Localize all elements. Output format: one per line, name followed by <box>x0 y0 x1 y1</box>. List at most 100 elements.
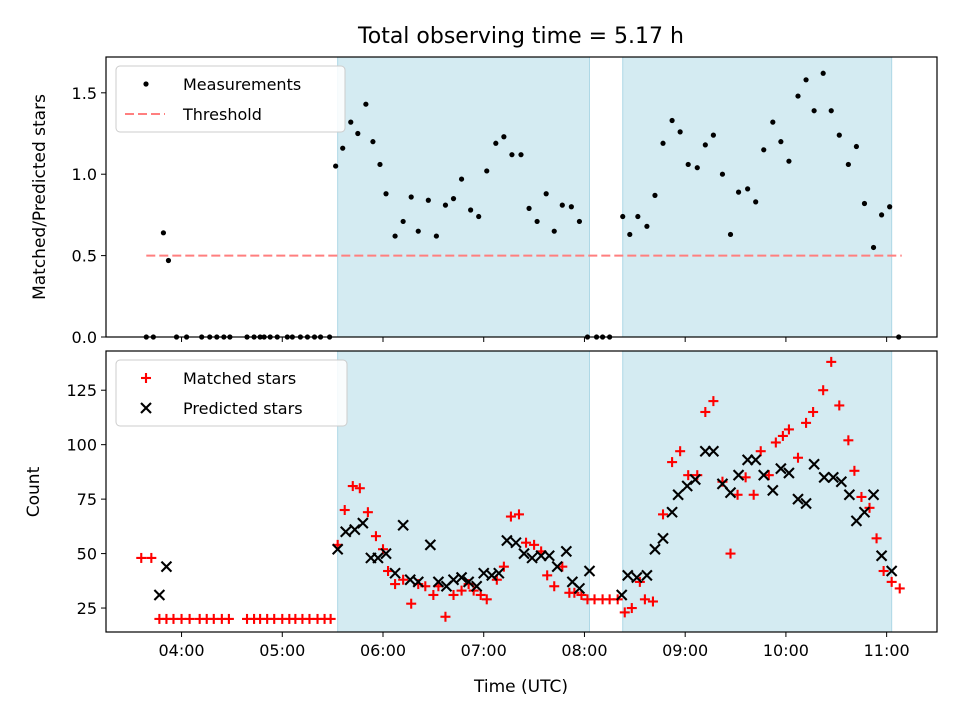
measurement-point <box>845 161 851 168</box>
predicted-star-point <box>835 475 848 488</box>
predicted-star-point <box>470 580 483 592</box>
measurement-point <box>694 165 700 171</box>
predicted-star-point <box>749 454 762 466</box>
matched-star-point <box>557 561 568 572</box>
measurement-point <box>887 204 893 210</box>
ratio-legend: Measurements Threshold <box>115 65 346 133</box>
measurement-point <box>727 231 734 238</box>
predicted-star-point <box>486 569 498 582</box>
x-tick-label: 06:00 <box>360 641 406 660</box>
predicted-star-point <box>397 519 409 532</box>
predicted-star-point <box>875 550 888 562</box>
predicted-star-point <box>432 576 445 588</box>
matched-star-point <box>725 548 736 559</box>
legend-label: Matched stars <box>183 369 296 388</box>
matched-star-point <box>542 570 553 581</box>
matched-star-point <box>505 511 516 522</box>
predicted-star-point <box>493 567 505 579</box>
measurement-point <box>468 207 474 213</box>
measurement-point <box>576 218 583 225</box>
matched-star-point <box>708 396 719 407</box>
measurement-point <box>333 163 339 169</box>
measurement-point <box>526 205 532 211</box>
predicted-star-point <box>560 545 573 558</box>
matched-star-point <box>783 424 794 435</box>
measurement-point <box>660 140 666 146</box>
predicted-star-point <box>767 484 779 497</box>
predicted-star-point <box>732 469 745 481</box>
legend-label: Threshold <box>182 105 262 124</box>
measurement-point <box>735 189 742 195</box>
measurement-point <box>165 257 172 264</box>
measurement-point <box>551 228 557 234</box>
matched-star-point <box>448 589 459 600</box>
ratio-plot-frame <box>105 56 938 338</box>
predicted-star-point <box>758 469 770 481</box>
measurement-point <box>828 108 834 114</box>
matched-star-point <box>223 613 234 624</box>
count-y-axis-label: Count <box>24 466 44 517</box>
predicted-star-point <box>843 489 856 501</box>
measurement-point <box>761 147 767 153</box>
measurement-point <box>811 108 817 114</box>
matched-star-point <box>658 509 669 520</box>
x-tick-label: 04:00 <box>158 641 204 660</box>
measurement-point <box>702 142 708 148</box>
measurement-point <box>677 129 683 135</box>
x-tick-label: 09:00 <box>662 641 708 660</box>
predicted-star-point <box>672 489 684 501</box>
predicted-star-point <box>792 493 804 505</box>
matched-star-point <box>777 430 788 441</box>
matched-star-point <box>808 406 819 417</box>
measurement-point <box>652 192 658 198</box>
predicted-star-point <box>818 471 830 484</box>
predicted-star-point <box>153 589 166 601</box>
measurement-point <box>400 218 406 225</box>
measurement-point <box>377 161 383 168</box>
matched-star-point <box>390 579 401 590</box>
legend-marker-swatch <box>141 373 151 383</box>
matched-star-point <box>647 596 658 607</box>
predicted-star-point <box>349 523 361 536</box>
measurement-point <box>853 143 860 150</box>
matched-star-point <box>740 472 751 483</box>
measurement-point <box>415 228 421 234</box>
predicted-star-point <box>526 552 538 564</box>
measurement-point <box>861 200 868 207</box>
predicted-star-point <box>775 462 787 475</box>
predicted-star-point <box>631 571 643 584</box>
matched-star-point <box>748 489 759 500</box>
predicted-star-point <box>501 534 513 547</box>
x-tick-label: 11:00 <box>864 641 910 660</box>
matched-star-point <box>818 385 829 396</box>
predicted-star-point <box>724 486 737 499</box>
legend-marker-swatch <box>143 81 149 87</box>
predicted-star-point <box>412 576 424 588</box>
predicted-star-point <box>827 471 839 484</box>
count-panel: 25 50 75 100 125 04:00 05:00 06:00 07:00 08:00 09… <box>24 350 938 660</box>
predicted-star-point <box>622 569 634 582</box>
measurement-point <box>770 119 776 125</box>
predicted-star-point <box>858 506 871 518</box>
measurement-point <box>493 140 499 146</box>
measurement-point <box>355 130 361 137</box>
matched-star-point <box>626 603 637 614</box>
matched-star-point <box>619 607 630 618</box>
matched-star-point <box>700 406 711 417</box>
predicted-star-point <box>447 573 460 586</box>
measurement-point <box>820 70 826 76</box>
matched-star-point <box>428 589 439 600</box>
matched-star-point <box>871 533 882 544</box>
predicted-star-point <box>380 547 392 560</box>
count-plot-marks <box>136 356 905 624</box>
matched-star-point <box>639 594 650 605</box>
matched-star-point <box>362 507 373 518</box>
predicted-star-point <box>357 517 369 529</box>
matched-star-point <box>843 435 854 446</box>
matched-star-point <box>792 452 803 463</box>
predicted-star-point <box>850 515 863 527</box>
matched-star-point <box>136 552 147 563</box>
matched-star-point <box>339 505 350 516</box>
x-tick-label: 07:00 <box>461 641 507 660</box>
